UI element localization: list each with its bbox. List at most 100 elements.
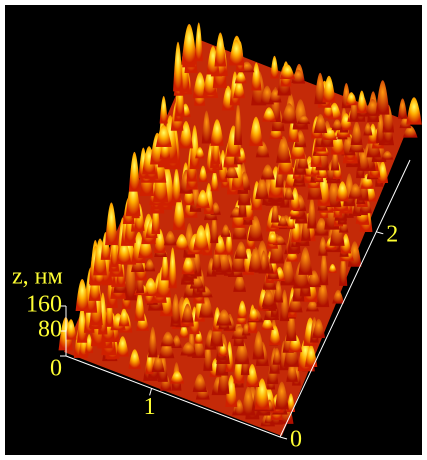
peak [356,90,367,114]
peak [375,80,390,115]
peak [233,102,243,146]
y-tick [376,231,384,235]
peak [193,224,209,251]
peak [350,121,363,145]
z-axis-label: z, нм [12,264,63,290]
peak [210,169,219,192]
peak [234,340,250,365]
y-tick [279,436,288,440]
peak [159,96,168,124]
peak [312,318,326,338]
peak [281,103,298,123]
peak [128,349,141,369]
peak [220,224,231,237]
peak [248,307,259,322]
peak [261,317,274,331]
peak [168,247,177,289]
peak [270,55,279,79]
peak [279,64,296,80]
y-tick-label: 2 [386,221,398,247]
peak [277,215,288,226]
peak [262,107,277,122]
peak [210,213,219,244]
peak [161,250,170,281]
peak [180,342,197,356]
z-tick-label: 160 [26,292,62,318]
peak [144,259,156,272]
peak [255,177,269,200]
peak [272,347,282,365]
peak [117,240,132,264]
peak [259,250,268,272]
peak [314,72,326,105]
peak [307,196,317,229]
peak [319,250,329,286]
z-tick-label: 80 [38,317,62,343]
y-tick-label: 0 [290,427,302,453]
peak [345,92,357,106]
peak [118,308,130,327]
peak [274,381,289,410]
peak [291,69,306,84]
peak [228,39,244,66]
peak [397,98,408,119]
peak [273,280,284,303]
peak [181,256,195,275]
peak [276,136,291,163]
peak [234,71,247,84]
peak [179,323,189,338]
peak [335,181,349,202]
peak [210,119,224,146]
peak [304,344,318,368]
peak [245,364,259,387]
peak [331,119,343,131]
peak [194,22,203,62]
peak [201,110,212,144]
peak [75,279,89,311]
peak [406,97,422,125]
peak [241,386,256,416]
peak [147,326,158,358]
peak [198,165,208,183]
peak [252,331,265,360]
peak [234,241,248,259]
peak [332,289,345,304]
peak [298,247,313,275]
peak [214,32,227,67]
peak [172,196,186,231]
peak [297,115,311,125]
peak [134,291,145,321]
peak [248,247,263,272]
peak [233,273,247,292]
peak [322,75,336,103]
y-axis [279,159,411,438]
peak [181,24,197,65]
x-axis [65,355,281,438]
peak [286,393,296,413]
peak [402,125,418,138]
peak [174,234,190,250]
peak [381,150,394,160]
peak [171,168,182,203]
peak [85,334,94,354]
peak [286,362,298,382]
peak [163,230,177,246]
peak [195,189,210,209]
peak [283,186,294,200]
x-tick [149,388,153,396]
peak [271,202,280,223]
peak [261,289,276,307]
peak [65,319,77,340]
peak [314,217,329,236]
peak [225,165,239,179]
peak [105,202,118,246]
peak [170,370,185,384]
peak [195,147,205,159]
peak [249,116,263,146]
peak [181,303,194,323]
peak [348,183,363,199]
peak [267,232,278,245]
peak [192,373,208,392]
